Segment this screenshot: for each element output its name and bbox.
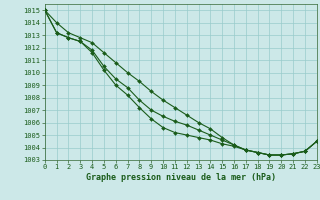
X-axis label: Graphe pression niveau de la mer (hPa): Graphe pression niveau de la mer (hPa) <box>86 173 276 182</box>
